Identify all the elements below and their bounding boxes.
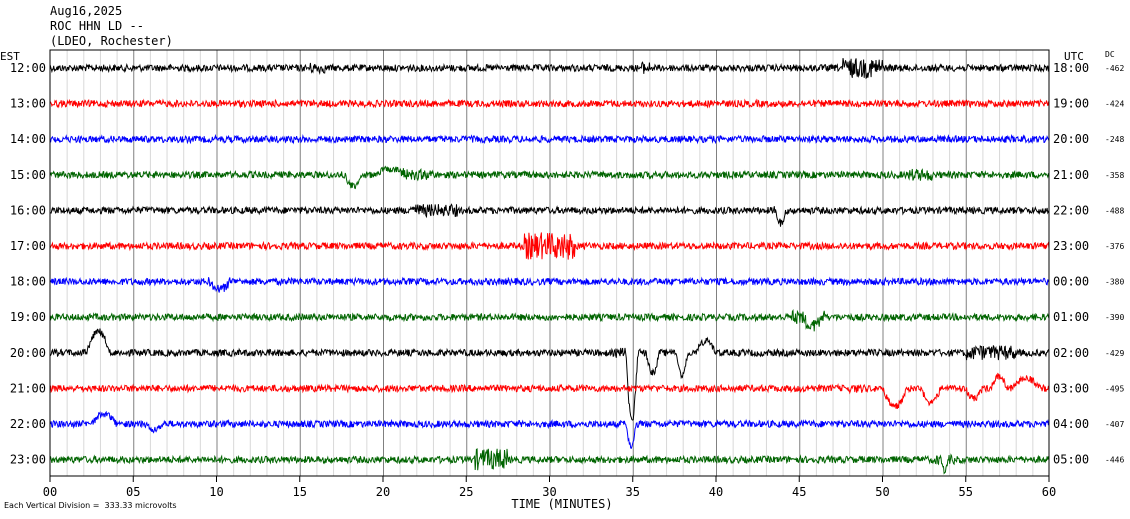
x-tick-label: 45 — [792, 485, 806, 499]
trace-row-9 — [50, 328, 1050, 421]
x-tick-label: 15 — [293, 485, 307, 499]
dc-offset-label: -446 — [1105, 456, 1124, 465]
est-time-label: 19:00 — [10, 310, 46, 324]
utc-time-label: 22:00 — [1053, 203, 1089, 217]
dc-offset-label: -429 — [1105, 349, 1124, 358]
dc-axis-title: DC — [1105, 50, 1115, 59]
plot-header: Aug16,2025 ROC HHN LD -- (LDEO, Rocheste… — [50, 4, 173, 49]
utc-time-label: 00:00 — [1053, 275, 1089, 289]
est-time-label: 15:00 — [10, 168, 46, 182]
trace-row-3 — [49, 133, 1050, 145]
utc-time-label: 05:00 — [1053, 453, 1089, 467]
dc-offset-label: -424 — [1105, 100, 1124, 109]
est-time-label: 23:00 — [10, 453, 46, 467]
trace-row-10 — [49, 372, 1050, 409]
utc-time-label: 23:00 — [1053, 239, 1089, 253]
est-time-label: 12:00 — [10, 61, 46, 75]
utc-time-label: 21:00 — [1053, 168, 1089, 182]
trace-row-1 — [49, 58, 1050, 80]
trace-row-2 — [49, 98, 1050, 109]
plot-date: Aug16,2025 — [50, 4, 123, 18]
minute-grid — [66, 50, 1034, 476]
est-time-label: 21:00 — [10, 381, 46, 395]
dc-offset-label: -390 — [1105, 313, 1124, 322]
dc-offset-label: -376 — [1105, 242, 1124, 251]
x-tick-label: 20 — [376, 485, 390, 499]
x-axis-ticks: 00 05 10 15 20 25 30 35 40 45 50 55 60 — [43, 476, 1056, 499]
seismic-traces — [49, 58, 1050, 475]
network-name: (LDEO, Rochester) — [50, 34, 173, 48]
dc-offset-label: -248 — [1105, 135, 1124, 144]
x-tick-label: 30 — [542, 485, 556, 499]
est-time-label: 14:00 — [10, 132, 46, 146]
dc-offset-label: -407 — [1105, 420, 1124, 429]
x-tick-label: 55 — [959, 485, 973, 499]
utc-time-label: 18:00 — [1053, 61, 1089, 75]
x-tick-label: 35 — [626, 485, 640, 499]
utc-time-label: 20:00 — [1053, 132, 1089, 146]
est-time-label: 20:00 — [10, 346, 46, 360]
utc-time-label: 19:00 — [1053, 97, 1089, 111]
trace-row-7 — [49, 276, 1050, 293]
trace-row-4 — [49, 165, 1050, 190]
dc-offset-label: -488 — [1105, 206, 1124, 215]
x-tick-label: 40 — [709, 485, 723, 499]
vertical-scale-note: Each Vertical Division = 333.33 microvol… — [4, 501, 177, 510]
trace-row-6 — [49, 232, 1050, 260]
est-time-label: 16:00 — [10, 203, 46, 217]
utc-time-label: 02:00 — [1053, 346, 1089, 360]
dc-offset-label: -380 — [1105, 278, 1124, 287]
dc-offset-label: -495 — [1105, 384, 1124, 393]
x-tick-label: 10 — [209, 485, 223, 499]
utc-time-label: 03:00 — [1053, 381, 1089, 395]
x-axis-label: TIME (MINUTES) — [511, 497, 612, 511]
trace-row-12 — [49, 448, 1050, 475]
dc-offset-label: -462 — [1105, 64, 1124, 73]
est-axis-title: EST — [0, 50, 20, 63]
trace-row-5 — [49, 203, 1050, 227]
trace-row-8 — [49, 308, 1050, 332]
utc-axis-title: UTC — [1064, 50, 1084, 63]
est-time-label: 17:00 — [10, 239, 46, 253]
est-time-label: 22:00 — [10, 417, 46, 431]
utc-time-label: 01:00 — [1053, 310, 1089, 324]
utc-time-label: 04:00 — [1053, 417, 1089, 431]
x-tick-label: 60 — [1042, 485, 1056, 499]
row-labels: 12:00 18:00 -462 13:00 19:00 -424 14:00 20:00 -2… — [10, 61, 1125, 467]
x-tick-label: 00 — [43, 485, 57, 499]
x-tick-label: 50 — [875, 485, 889, 499]
x-tick-label: 05 — [126, 485, 140, 499]
station-code: ROC HHN LD -- — [50, 19, 144, 33]
est-time-label: 13:00 — [10, 97, 46, 111]
dc-offset-label: -358 — [1105, 171, 1124, 180]
est-time-label: 18:00 — [10, 275, 46, 289]
trace-row-11 — [49, 410, 1050, 450]
x-tick-label: 25 — [459, 485, 473, 499]
